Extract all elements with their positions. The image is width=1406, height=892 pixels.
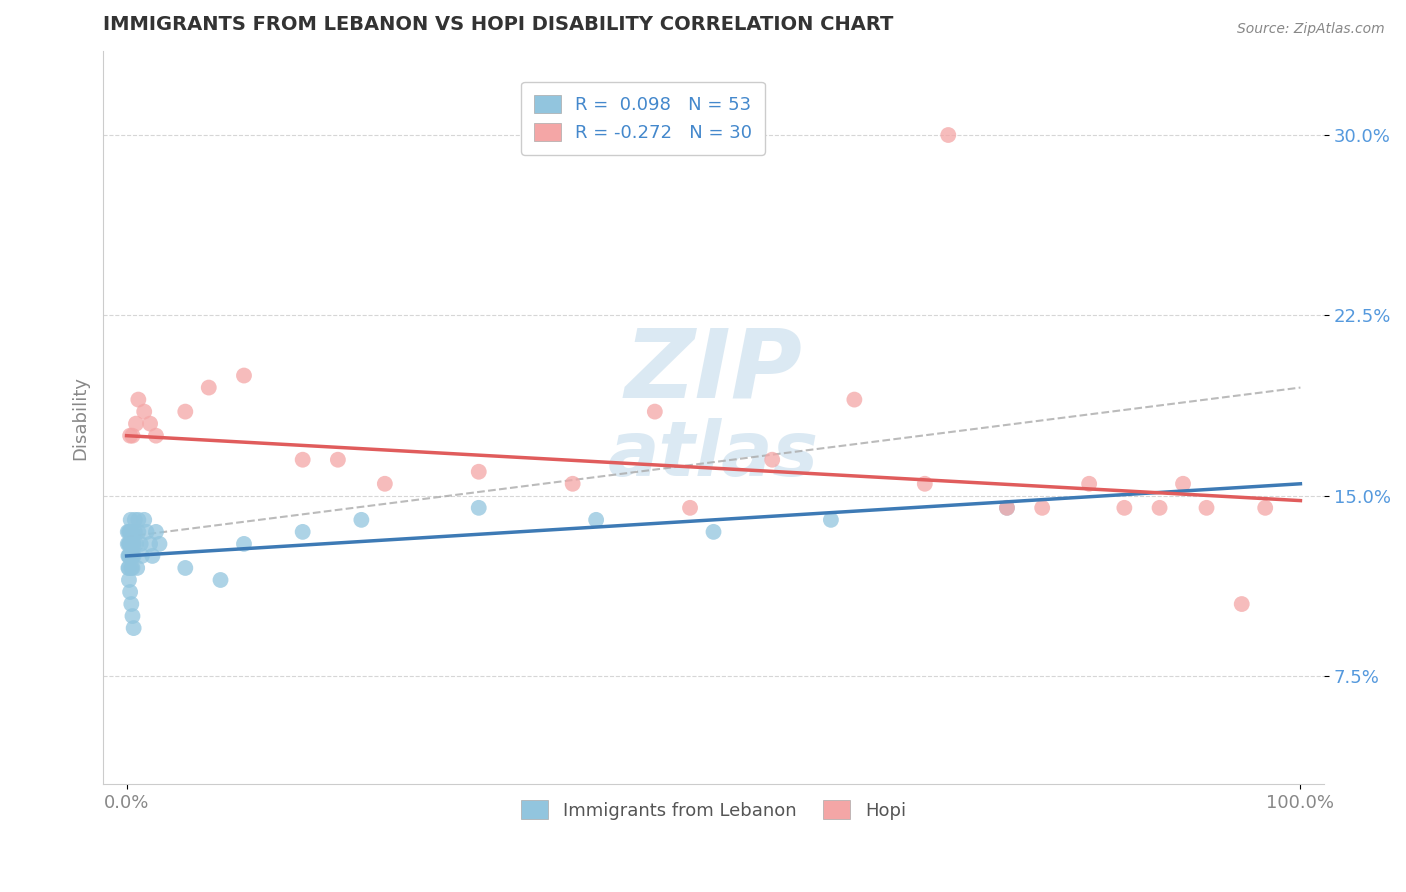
Point <box>233 368 256 383</box>
Point <box>120 585 142 599</box>
Point <box>468 465 491 479</box>
Point <box>127 392 149 407</box>
Point <box>135 524 157 539</box>
Point <box>844 392 866 407</box>
Point <box>644 404 666 418</box>
Point <box>120 513 142 527</box>
Point <box>350 513 373 527</box>
Point <box>118 549 141 563</box>
Point <box>121 609 143 624</box>
Point <box>679 500 702 515</box>
Point <box>995 500 1018 515</box>
Text: atlas: atlas <box>607 417 820 491</box>
Point <box>936 128 959 142</box>
Point <box>291 524 314 539</box>
Point <box>127 524 149 539</box>
Point <box>124 524 146 539</box>
Point <box>145 428 167 442</box>
Point <box>1078 476 1101 491</box>
Point <box>1254 500 1277 515</box>
Point <box>914 476 936 491</box>
Point <box>121 524 143 539</box>
Point <box>122 621 145 635</box>
Point <box>131 549 153 563</box>
Point <box>120 549 142 563</box>
Legend: Immigrants from Lebanon, Hopi: Immigrants from Lebanon, Hopi <box>513 793 912 827</box>
Point <box>1195 500 1218 515</box>
Point <box>124 513 146 527</box>
Y-axis label: Disability: Disability <box>72 376 89 459</box>
Point <box>121 561 143 575</box>
Point <box>120 524 142 539</box>
Point <box>139 537 162 551</box>
Point <box>121 549 143 563</box>
Point <box>1031 500 1053 515</box>
Point <box>1149 500 1171 515</box>
Point <box>117 537 139 551</box>
Text: IMMIGRANTS FROM LEBANON VS HOPI DISABILITY CORRELATION CHART: IMMIGRANTS FROM LEBANON VS HOPI DISABILI… <box>103 15 893 34</box>
Point <box>127 561 149 575</box>
Point <box>468 500 491 515</box>
Point <box>145 524 167 539</box>
Point <box>561 476 583 491</box>
Point <box>118 524 141 539</box>
Point <box>121 428 143 442</box>
Point <box>197 380 219 394</box>
Point <box>141 549 163 563</box>
Point <box>118 537 141 551</box>
Point <box>122 537 145 551</box>
Point <box>1114 500 1136 515</box>
Point <box>585 513 607 527</box>
Point <box>125 417 148 431</box>
Point <box>118 573 141 587</box>
Point <box>127 513 149 527</box>
Point <box>702 524 724 539</box>
Point <box>129 537 152 551</box>
Point <box>134 513 156 527</box>
Point <box>118 537 141 551</box>
Point <box>117 561 139 575</box>
Point <box>120 524 142 539</box>
Point <box>326 452 349 467</box>
Point <box>374 476 396 491</box>
Point <box>117 549 139 563</box>
Point <box>120 428 142 442</box>
Point <box>233 537 256 551</box>
Point <box>174 561 197 575</box>
Point <box>291 452 314 467</box>
Point <box>118 549 141 563</box>
Point <box>174 404 197 418</box>
Point <box>209 573 232 587</box>
Point <box>1230 597 1253 611</box>
Point <box>1171 476 1194 491</box>
Text: ZIP: ZIP <box>624 325 803 417</box>
Point <box>118 561 141 575</box>
Point <box>120 537 142 551</box>
Point <box>120 537 142 551</box>
Point <box>995 500 1018 515</box>
Point <box>820 513 842 527</box>
Point <box>120 549 142 563</box>
Point <box>122 549 145 563</box>
Point <box>134 404 156 418</box>
Point <box>148 537 170 551</box>
Point <box>120 561 142 575</box>
Point <box>125 537 148 551</box>
Point <box>121 537 143 551</box>
Point <box>117 524 139 539</box>
Point <box>120 597 142 611</box>
Point <box>761 452 783 467</box>
Point <box>139 417 162 431</box>
Text: Source: ZipAtlas.com: Source: ZipAtlas.com <box>1237 22 1385 37</box>
